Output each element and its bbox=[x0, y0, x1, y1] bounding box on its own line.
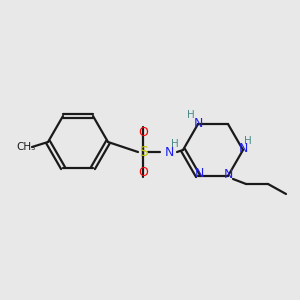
Text: CH₃: CH₃ bbox=[16, 142, 36, 152]
Text: H: H bbox=[187, 110, 195, 120]
Text: N: N bbox=[193, 116, 203, 130]
Text: S: S bbox=[139, 145, 147, 159]
Text: N: N bbox=[194, 167, 204, 181]
Text: N: N bbox=[223, 169, 233, 182]
Text: N: N bbox=[164, 146, 174, 158]
Text: H: H bbox=[244, 136, 252, 146]
Text: H: H bbox=[171, 139, 179, 149]
Text: N: N bbox=[238, 142, 248, 155]
Text: O: O bbox=[138, 166, 148, 178]
Text: O: O bbox=[138, 125, 148, 139]
